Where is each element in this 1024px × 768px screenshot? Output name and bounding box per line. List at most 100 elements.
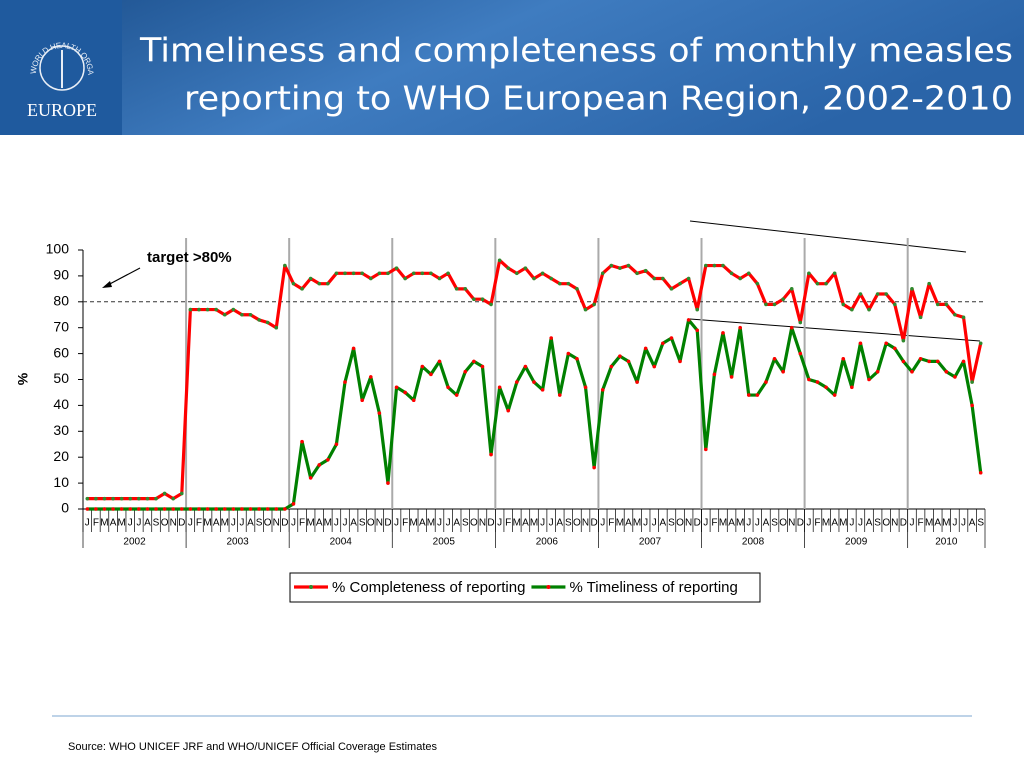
data-point [953, 312, 957, 317]
data-point [506, 408, 511, 413]
data-point [214, 507, 218, 511]
data-point [515, 271, 519, 276]
x-tick-label: J [188, 518, 193, 529]
x-tick-label: S [153, 518, 160, 529]
data-point [549, 336, 553, 340]
x-tick-label: J [746, 518, 751, 529]
x-tick-label: D [591, 518, 598, 529]
data-point [257, 507, 261, 511]
x-tick-label: S [256, 518, 263, 529]
legend-marker [309, 585, 313, 589]
x-tick-label: N [376, 518, 383, 529]
x-tick-label: A [866, 518, 873, 529]
data-point [678, 281, 682, 286]
data-point [472, 297, 476, 302]
data-point [583, 307, 588, 312]
data-point [789, 287, 794, 291]
data-point [592, 302, 596, 307]
x-tick-label: N [582, 518, 589, 529]
data-point [437, 276, 442, 281]
data-point [480, 297, 485, 302]
x-tick-label: M [100, 518, 108, 529]
data-point [154, 496, 158, 501]
data-point [454, 287, 459, 291]
data-point [343, 271, 347, 276]
data-point [772, 356, 777, 361]
data-point [652, 276, 657, 281]
x-tick-label: O [161, 518, 169, 529]
x-tick-label: D [178, 518, 185, 529]
legend-label: % Completeness of reporting [332, 579, 525, 596]
data-point [171, 507, 175, 511]
x-tick-label: F [505, 518, 511, 529]
x-tick-label: J [291, 518, 296, 529]
data-point [798, 320, 803, 325]
data-point [102, 507, 107, 511]
x-tick-label: O [779, 518, 787, 529]
data-point [893, 346, 897, 351]
data-point [592, 465, 596, 470]
data-point [240, 507, 244, 511]
x-tick-label: D [487, 518, 494, 529]
data-point [901, 338, 906, 343]
x-tick-label: M [203, 518, 211, 529]
data-point [781, 369, 785, 374]
data-point [179, 491, 184, 496]
y-tick-label: 100 [46, 241, 70, 257]
data-point [248, 312, 253, 317]
data-point [944, 302, 949, 307]
data-point [128, 496, 133, 501]
x-tick-label: M [925, 518, 933, 529]
x-tick-label: J [909, 518, 914, 529]
legend-marker [546, 585, 551, 589]
data-point [618, 266, 622, 270]
year-label: 2010 [935, 537, 958, 548]
data-point [893, 302, 897, 307]
x-tick-label: M [719, 518, 727, 529]
data-point [704, 263, 708, 268]
data-point [600, 271, 605, 276]
x-tick-label: N [891, 518, 898, 529]
x-tick-label: M [513, 518, 521, 529]
data-point [411, 398, 416, 403]
data-point [351, 346, 356, 351]
data-point [463, 369, 468, 374]
data-point [935, 359, 940, 364]
legend-label: % Timeliness of reporting [569, 579, 737, 596]
data-point [523, 364, 528, 369]
data-point [368, 276, 373, 281]
x-tick-label: J [755, 518, 760, 529]
x-tick-label: J [343, 518, 348, 529]
x-tick-label: O [676, 518, 684, 529]
y-tick-label: 30 [53, 422, 69, 438]
data-point [145, 496, 150, 501]
data-point [94, 507, 98, 511]
data-point [231, 507, 236, 511]
data-point [652, 364, 657, 369]
x-tick-label: M [822, 518, 830, 529]
data-point [540, 271, 545, 276]
data-point [308, 276, 313, 281]
x-tick-label: N [273, 518, 280, 529]
data-point [858, 341, 863, 346]
data-point [437, 359, 442, 364]
x-tick-label: F [814, 518, 820, 529]
data-point [978, 341, 983, 346]
data-point [205, 507, 210, 511]
data-point [411, 271, 416, 276]
data-point [867, 377, 871, 382]
x-tick-label: J [85, 518, 90, 529]
x-tick-label: D [384, 518, 391, 529]
data-point [712, 372, 717, 377]
x-tick-label: N [788, 518, 795, 529]
target-label: target >80% [147, 249, 232, 266]
data-point [85, 496, 90, 501]
x-tick-label: A [144, 518, 151, 529]
data-point [600, 388, 605, 392]
data-point [970, 380, 974, 384]
data-point [265, 507, 270, 511]
data-point [832, 271, 837, 276]
x-tick-label: J [549, 518, 554, 529]
x-tick-label: J [334, 518, 339, 529]
x-tick-label: M [633, 518, 641, 529]
